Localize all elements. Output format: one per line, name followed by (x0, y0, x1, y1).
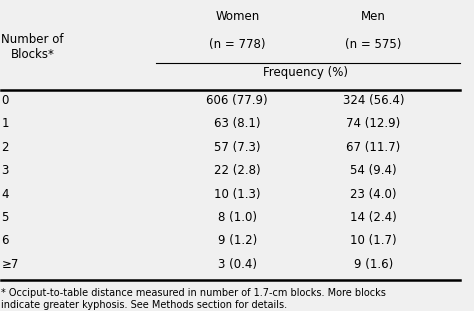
Text: 14 (2.4): 14 (2.4) (350, 211, 397, 224)
Text: 9 (1.6): 9 (1.6) (354, 258, 393, 271)
Text: 8 (1.0): 8 (1.0) (218, 211, 257, 224)
Text: 324 (56.4): 324 (56.4) (343, 94, 404, 107)
Text: 3 (0.4): 3 (0.4) (218, 258, 257, 271)
Text: Frequency (%): Frequency (%) (263, 66, 348, 79)
Text: 2: 2 (1, 141, 9, 154)
Text: ≥7: ≥7 (1, 258, 19, 271)
Text: 63 (8.1): 63 (8.1) (214, 118, 261, 130)
Text: 606 (77.9): 606 (77.9) (207, 94, 268, 107)
Text: 3: 3 (1, 164, 9, 177)
Text: Number of
Blocks*: Number of Blocks* (1, 33, 64, 61)
Text: 1: 1 (1, 118, 9, 130)
Text: (n = 778): (n = 778) (209, 39, 265, 51)
Text: 22 (2.8): 22 (2.8) (214, 164, 261, 177)
Text: 6: 6 (1, 234, 9, 247)
Text: Women: Women (215, 10, 259, 23)
Text: 10 (1.7): 10 (1.7) (350, 234, 397, 247)
Text: 10 (1.3): 10 (1.3) (214, 188, 261, 201)
Text: 5: 5 (1, 211, 9, 224)
Text: 23 (4.0): 23 (4.0) (350, 188, 397, 201)
Text: 0: 0 (1, 94, 9, 107)
Text: Men: Men (361, 10, 386, 23)
Text: 57 (7.3): 57 (7.3) (214, 141, 261, 154)
Text: 54 (9.4): 54 (9.4) (350, 164, 397, 177)
Text: (n = 575): (n = 575) (345, 39, 401, 51)
Text: 67 (11.7): 67 (11.7) (346, 141, 401, 154)
Text: 9 (1.2): 9 (1.2) (218, 234, 257, 247)
Text: 74 (12.9): 74 (12.9) (346, 118, 401, 130)
Text: * Occiput-to-table distance measured in number of 1.7-cm blocks. More blocks
ind: * Occiput-to-table distance measured in … (1, 288, 386, 310)
Text: 4: 4 (1, 188, 9, 201)
